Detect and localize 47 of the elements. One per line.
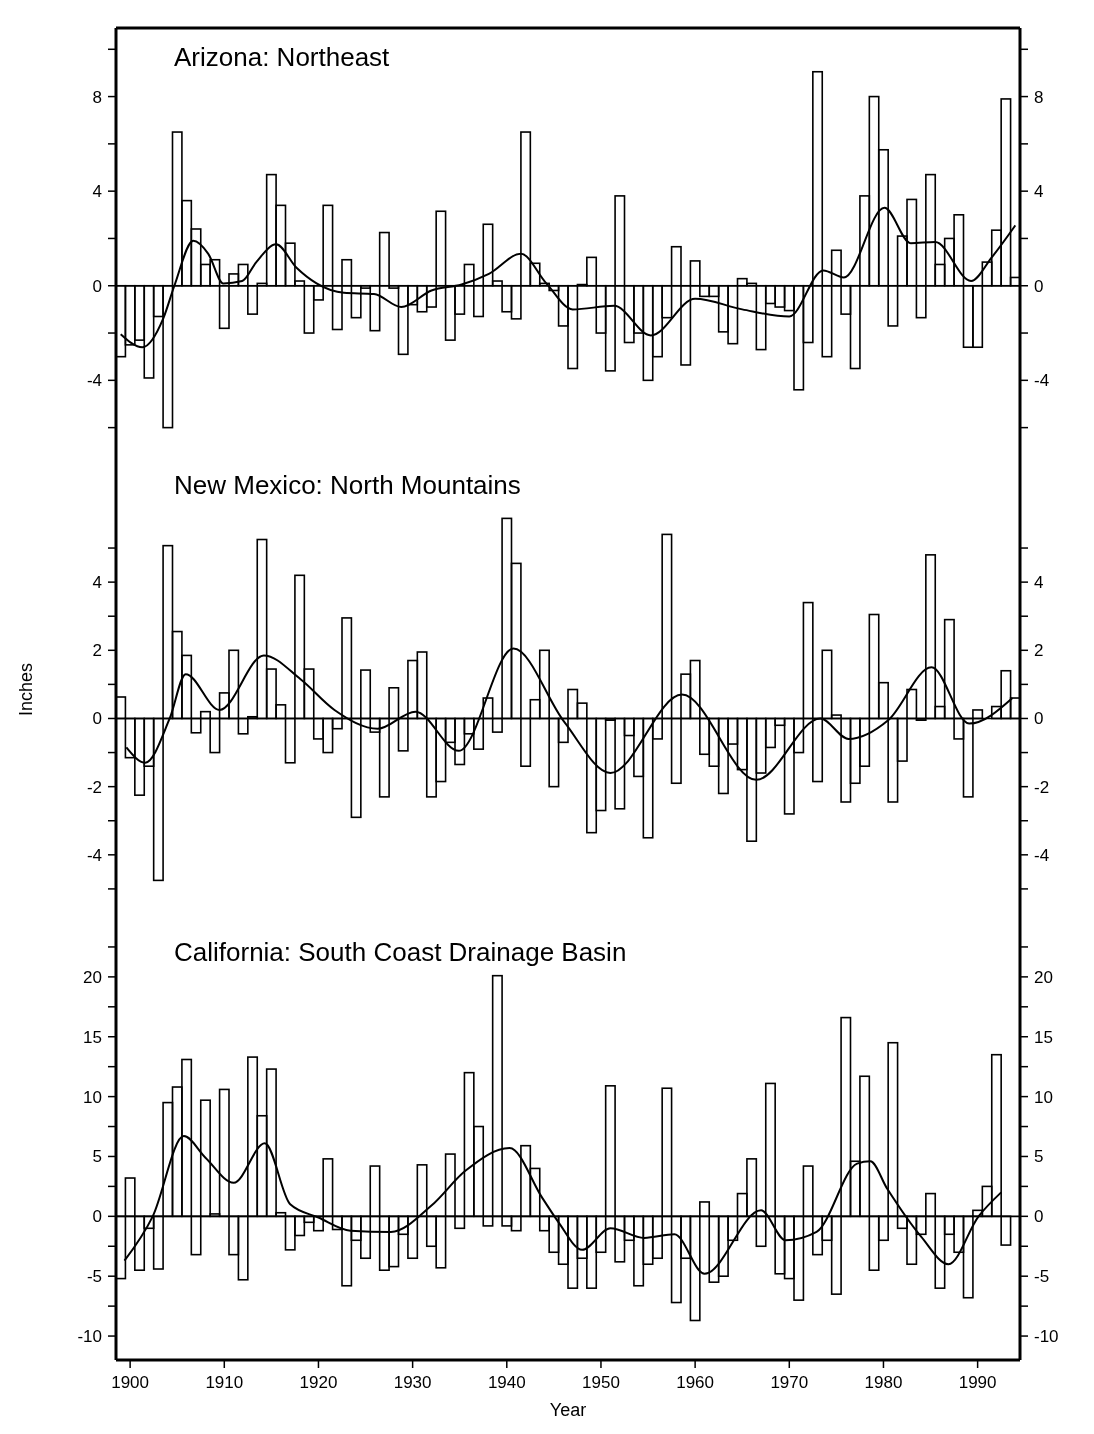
text: Arizona: Northeast	[174, 42, 391, 72]
y-tick-label: 8	[92, 87, 102, 107]
x-tick-label: 1980	[864, 1373, 903, 1392]
y-tick-label: 10	[83, 1087, 102, 1107]
x-axis-title: Year	[549, 1400, 587, 1420]
text: California: South Coast Drainage Basin	[174, 937, 627, 967]
text: New Mexico: North Mountains	[174, 470, 521, 500]
y2-tick-label: 4	[1034, 182, 1044, 202]
y-tick-label: 0	[92, 276, 102, 296]
y2-tick-label: -10	[1034, 1327, 1059, 1346]
y-tick-label: 20	[83, 967, 102, 987]
x-tick-label: 1990	[958, 1373, 997, 1392]
x-tick-label: 1950	[582, 1373, 620, 1392]
y2-tick-label: 15	[1034, 1027, 1053, 1047]
y2-tick-label: -5	[1034, 1267, 1050, 1287]
y-tick-label: 2	[92, 641, 102, 661]
y-tick-label: -10	[77, 1327, 102, 1346]
y2-tick-label: -2	[1034, 777, 1050, 797]
y-tick-label: -4	[86, 845, 102, 865]
y2-tick-label: 0	[1034, 1207, 1044, 1227]
y2-tick-label: 0	[1034, 709, 1044, 729]
x-tick-label: 1910	[205, 1373, 244, 1392]
y-tick-label: -4	[86, 371, 102, 391]
y2-tick-label: -4	[1034, 845, 1050, 865]
y2-tick-label: 5	[1034, 1147, 1044, 1167]
y2-tick-label: 4	[1034, 573, 1044, 593]
y2-tick-label: 8	[1034, 87, 1044, 107]
y2-tick-label: 20	[1034, 967, 1053, 987]
x-tick-label: 1940	[487, 1373, 526, 1392]
y-tick-label: 0	[92, 1207, 102, 1227]
x-tick-label: 1960	[676, 1373, 715, 1392]
y-tick-label: 5	[92, 1147, 102, 1167]
x-tick-label: 1900	[111, 1373, 150, 1392]
y2-tick-label: 0	[1034, 276, 1044, 296]
y-tick-label: 4	[92, 182, 102, 202]
y-axis-title: Inches	[16, 662, 36, 717]
x-tick-label: 1970	[770, 1373, 809, 1392]
y-tick-label: 15	[83, 1027, 102, 1047]
y2-tick-label: -4	[1034, 371, 1050, 391]
x-tick-label: 1930	[393, 1373, 432, 1392]
y2-tick-label: 10	[1034, 1087, 1053, 1107]
y2-tick-label: 2	[1034, 641, 1044, 661]
x-tick-label: 1920	[299, 1373, 338, 1392]
y-tick-label: 4	[92, 573, 102, 593]
y-tick-label: -5	[86, 1267, 102, 1287]
y-tick-label: -2	[86, 777, 102, 797]
y-tick-label: 0	[92, 709, 102, 729]
